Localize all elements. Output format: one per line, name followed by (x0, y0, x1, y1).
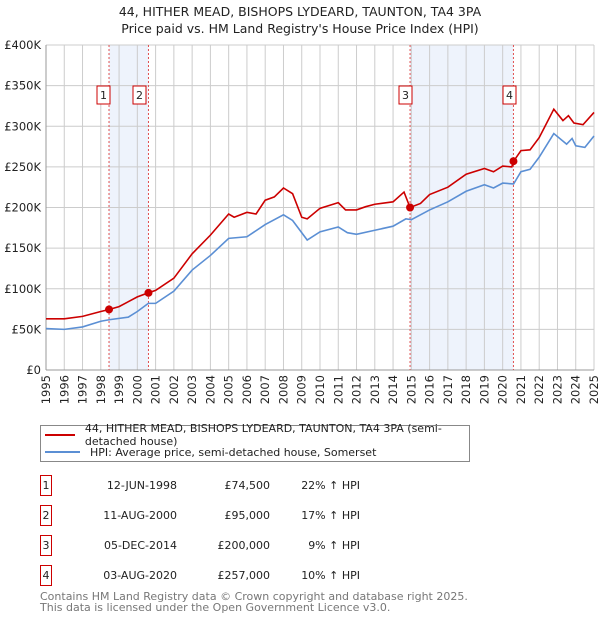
legend-item-hpi: HPI: Average price, semi-detached house,… (45, 444, 376, 460)
x-tick-label: 2011 (331, 375, 345, 404)
x-tick-label: 2012 (350, 375, 364, 404)
x-tick-label: 2023 (550, 375, 564, 404)
sale-marker-box (96, 85, 111, 105)
sale-marker-badge: 2 (40, 505, 52, 526)
y-tick-label: £400K (4, 38, 41, 52)
y-tick-label: £100K (4, 282, 41, 296)
table-row: 4 03-AUG-2020 £257,000 10% ↑ HPI (40, 565, 600, 586)
x-tick-label: 2024 (569, 375, 583, 404)
sale-point (105, 305, 114, 314)
sale-date: 05-DEC-2014 (103, 539, 177, 552)
y-tick-label: £300K (4, 119, 41, 133)
sale-point (509, 157, 518, 166)
x-tick-label: 2025 (587, 375, 600, 404)
table-row: 2 11-AUG-2000 £95,000 17% ↑ HPI (40, 505, 600, 526)
sale-price: £257,000 (217, 569, 271, 582)
x-tick-label: 2003 (185, 375, 199, 404)
sale-marker-box (132, 85, 147, 105)
table-row: 3 05-DEC-2014 £200,000 9% ↑ HPI (40, 535, 600, 556)
chart-title: 44, HITHER MEAD, BISHOPS LYDEARD, TAUNTO… (0, 3, 600, 37)
y-tick-label: £0 (26, 363, 41, 377)
legend-item-property: 44, HITHER MEAD, BISHOPS LYDEARD, TAUNTO… (45, 422, 469, 448)
table-row: 1 12-JUN-1998 £74,500 22% ↑ HPI (40, 475, 600, 496)
x-tick-label: 2020 (496, 375, 510, 404)
x-tick-label: 2009 (295, 375, 309, 404)
sale-marker-badge: 1 (40, 475, 52, 496)
x-tick-label: 1995 (39, 375, 53, 404)
sale-marker-label: 4 (506, 89, 513, 102)
x-tick-label: 2014 (386, 375, 400, 404)
sale-date: 11-AUG-2000 (103, 509, 177, 522)
sale-marker-label: 2 (136, 89, 143, 102)
property-price-line (46, 107, 595, 320)
y-tick-label: £150K (4, 241, 41, 255)
x-tick-label: 2002 (167, 375, 181, 404)
sale-point (144, 288, 153, 297)
sale-price: £74,500 (224, 479, 271, 492)
x-tick-label: 1997 (76, 375, 90, 404)
sale-hpi-diff: 22% ↑ HPI (301, 479, 360, 492)
title-line: 44, HITHER MEAD, BISHOPS LYDEARD, TAUNTO… (118, 4, 482, 19)
x-tick-label: 2013 (368, 375, 382, 404)
x-tick-label: 1999 (112, 375, 126, 404)
x-tick-label: 2007 (258, 375, 272, 404)
legend-label: 44, HITHER MEAD, BISHOPS LYDEARD, TAUNTO… (84, 422, 442, 448)
legend-swatch-blue (45, 451, 80, 453)
x-tick-label: 1996 (57, 375, 71, 404)
x-tick-label: 2022 (532, 375, 546, 404)
footer-line: This data is licensed under the Open Gov… (40, 601, 391, 614)
sale-price: £95,000 (224, 509, 271, 522)
x-tick-label: 2010 (313, 375, 327, 404)
subtitle-line: Price paid vs. HM Land Registry's House … (121, 21, 479, 36)
y-tick-label: £200K (4, 201, 41, 215)
y-tick-label: £250K (4, 160, 41, 174)
sale-point (406, 203, 415, 212)
sale-hpi-diff: 9% ↑ HPI (308, 539, 360, 552)
price-chart: 1995 1996 1997 1998 1999 2000 2001 2002 2003 2004… (4, 38, 600, 404)
x-tick-label: 1998 (94, 375, 108, 404)
footer: Contains HM Land Registry data © Crown c… (40, 591, 468, 613)
x-tick-label: 2021 (514, 375, 528, 404)
sale-marker-box (502, 85, 517, 105)
sale-price: £200,000 (217, 539, 271, 552)
legend-swatch-red (45, 434, 75, 436)
sale-date: 03-AUG-2020 (103, 569, 177, 582)
sale-hpi-diff: 10% ↑ HPI (301, 569, 360, 582)
x-tick-label: 2017 (441, 375, 455, 404)
sale-hpi-diff: 17% ↑ HPI (301, 509, 360, 522)
sale-marker-label: 3 (402, 89, 409, 102)
chart-legend: 44, HITHER MEAD, BISHOPS LYDEARD, TAUNTO… (40, 422, 470, 462)
y-tick-label: £50K (12, 322, 42, 336)
sale-marker-badge: 3 (40, 535, 52, 556)
x-tick-label: 2008 (276, 375, 290, 404)
hpi-line (45, 132, 595, 331)
x-tick-label: 2006 (240, 375, 254, 404)
x-tick-label: 2019 (477, 375, 491, 404)
sale-date: 12-JUN-1998 (106, 479, 177, 492)
sale-marker-box (398, 85, 413, 105)
x-tick-label: 2015 (404, 375, 418, 404)
x-tick-label: 2016 (423, 375, 437, 404)
footer-line: Contains HM Land Registry data © Crown c… (40, 590, 468, 603)
x-tick-label: 2004 (203, 375, 217, 404)
x-tick-label: 2000 (130, 375, 144, 404)
legend-label: HPI: Average price, semi-detached house,… (90, 445, 377, 459)
sale-marker-badge: 4 (40, 565, 52, 586)
x-tick-label: 2018 (459, 375, 473, 404)
sale-marker-label: 1 (100, 89, 107, 102)
x-tick-label: 2005 (222, 375, 236, 404)
x-tick-label: 2001 (149, 375, 163, 404)
y-tick-label: £350K (4, 79, 41, 93)
